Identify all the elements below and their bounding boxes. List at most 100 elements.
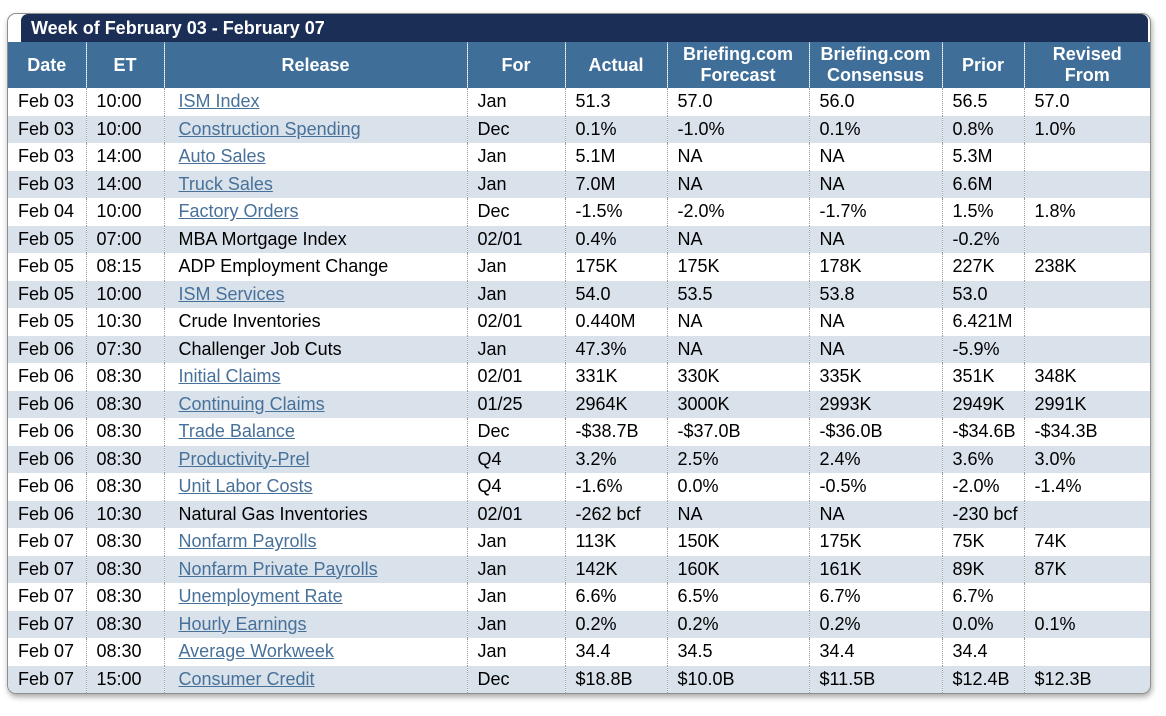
cell-date: Feb 05 — [18, 283, 75, 304]
cell-date: Feb 07 — [18, 613, 75, 634]
cell-prior: 2949K — [941, 390, 1024, 418]
cell-revised: 348K — [1023, 363, 1150, 391]
cell-for: 02/01 — [466, 500, 565, 528]
column-header-briefing-forecast: Briefing.com Forecast — [666, 42, 809, 88]
cell-et: 10:00 — [85, 198, 164, 226]
cell-forecast: NA — [666, 225, 809, 253]
table-row: Feb 03 14:00 Auto Sales Jan 5.1M NA NA 5.3M — [8, 143, 1150, 171]
cell-prior: 1.5% — [941, 198, 1024, 226]
release-link[interactable]: Initial Claims — [178, 366, 281, 387]
cell-consensus: NA — [808, 143, 942, 171]
cell-consensus: -0.5% — [808, 473, 942, 501]
release-link[interactable]: Trade Balance — [178, 421, 295, 442]
release-link[interactable]: Factory Orders — [178, 201, 299, 222]
cell-date: Feb 07 — [18, 586, 75, 607]
cell-date: Feb 07 — [18, 531, 75, 552]
cell-date: Feb 07 — [18, 641, 75, 662]
cell-for: Jan — [466, 638, 565, 666]
cell-forecast: 160K — [666, 555, 809, 583]
column-header-revised-from: Revised From — [1023, 42, 1150, 88]
cell-forecast: 0.2% — [666, 610, 809, 638]
cell-consensus: NA — [808, 335, 942, 363]
release-link[interactable]: Auto Sales — [178, 146, 266, 167]
cell-et: 08:30 — [85, 473, 164, 501]
release-link[interactable]: Consumer Credit — [178, 668, 315, 689]
release-link[interactable]: ISM Services — [178, 283, 285, 304]
cell-release: Unit Labor Costs — [163, 473, 467, 501]
cell-consensus: 175K — [808, 528, 942, 556]
cell-date: Feb 03 — [18, 146, 75, 167]
cell-actual: $18.8B — [564, 665, 667, 693]
cell-et: 10:00 — [85, 280, 164, 308]
cell-for: Jan — [466, 253, 565, 281]
cell-for: Dec — [466, 198, 565, 226]
release-link[interactable]: Hourly Earnings — [178, 613, 307, 634]
cell-release: Factory Orders — [163, 198, 467, 226]
cell-revised — [1023, 143, 1150, 171]
cell-revised: 0.1% — [1023, 610, 1150, 638]
cell-for: Jan — [466, 280, 565, 308]
cell-revised — [1023, 638, 1150, 666]
cell-et: 08:30 — [85, 390, 164, 418]
cell-forecast: 150K — [666, 528, 809, 556]
cell-release: Productivity-Prel — [163, 445, 467, 473]
cell-revised: 57.0 — [1023, 88, 1150, 116]
cell-et: 08:30 — [85, 555, 164, 583]
cell-date: Feb 05 — [18, 228, 75, 249]
cell-for: Jan — [466, 528, 565, 556]
table-row: Feb 03 14:00 Truck Sales Jan 7.0M NA NA 6.6M — [8, 170, 1150, 198]
cell-consensus: 6.7% — [808, 583, 942, 611]
cell-release: Consumer Credit — [163, 665, 467, 693]
cell-date: Feb 03 — [18, 91, 75, 112]
release-link[interactable]: Unit Labor Costs — [178, 476, 313, 497]
cell-consensus: 178K — [808, 253, 942, 281]
cell-forecast: 6.5% — [666, 583, 809, 611]
cell-prior: -$34.6B — [941, 418, 1024, 446]
table-row: Feb 06 08:30 Productivity-Prel Q4 3.2% 2.5% 2.… — [8, 445, 1150, 473]
cell-for: Jan — [466, 170, 565, 198]
cell-prior: -2.0% — [941, 473, 1024, 501]
cell-release: Unemployment Rate — [163, 583, 467, 611]
cell-actual: 113K — [564, 528, 667, 556]
cell-for: 02/01 — [466, 363, 565, 391]
cell-revised: 1.0% — [1023, 115, 1150, 143]
release-link[interactable]: Average Workweek — [178, 641, 334, 662]
column-header-briefing-consensus: Briefing.com Consensus — [808, 42, 942, 88]
cell-release: Natural Gas Inventories — [163, 500, 467, 528]
release-link[interactable]: ISM Index — [178, 91, 260, 112]
cell-for: Jan — [466, 88, 565, 116]
table-row: Feb 07 08:30 Nonfarm Payrolls Jan 113K 150K 17… — [8, 528, 1150, 556]
release-link[interactable]: Productivity-Prel — [178, 448, 310, 469]
cell-for: Dec — [466, 665, 565, 693]
table-row: Feb 07 08:30 Unemployment Rate Jan 6.6% 6.5% 6… — [8, 583, 1150, 611]
release-link[interactable]: Truck Sales — [178, 173, 273, 194]
table-row: Feb 03 10:00 ISM Index Jan 51.3 57.0 56.0 56.5 5… — [8, 88, 1150, 116]
cell-et: 08:15 — [85, 253, 164, 281]
cell-consensus: 2993K — [808, 390, 942, 418]
release-link[interactable]: Unemployment Rate — [178, 586, 343, 607]
cell-forecast: 34.5 — [666, 638, 809, 666]
cell-prior: -230 bcf — [941, 500, 1024, 528]
cell-revised: 3.0% — [1023, 445, 1150, 473]
cell-prior: 56.5 — [941, 88, 1024, 116]
cell-prior: 5.3M — [941, 143, 1024, 171]
cell-consensus: $11.5B — [808, 665, 942, 693]
cell-release: Continuing Claims — [163, 390, 467, 418]
cell-release: Construction Spending — [163, 115, 467, 143]
cell-release: Initial Claims — [163, 363, 467, 391]
cell-prior: 53.0 — [941, 280, 1024, 308]
cell-consensus: NA — [808, 225, 942, 253]
release-link[interactable]: Nonfarm Payrolls — [178, 531, 317, 552]
table-row: Feb 04 10:00 Factory Orders Dec -1.5% -2.0% -1… — [8, 198, 1150, 226]
cell-forecast: -1.0% — [666, 115, 809, 143]
cell-revised — [1023, 583, 1150, 611]
cell-consensus: 161K — [808, 555, 942, 583]
cell-prior: 6.7% — [941, 583, 1024, 611]
cell-consensus: 56.0 — [808, 88, 942, 116]
release-link[interactable]: Continuing Claims — [178, 393, 325, 414]
column-header-release: Release — [163, 42, 467, 88]
cell-for: 01/25 — [466, 390, 565, 418]
cell-revised: 87K — [1023, 555, 1150, 583]
release-link[interactable]: Construction Spending — [178, 118, 361, 139]
release-link[interactable]: Nonfarm Private Payrolls — [178, 558, 378, 579]
